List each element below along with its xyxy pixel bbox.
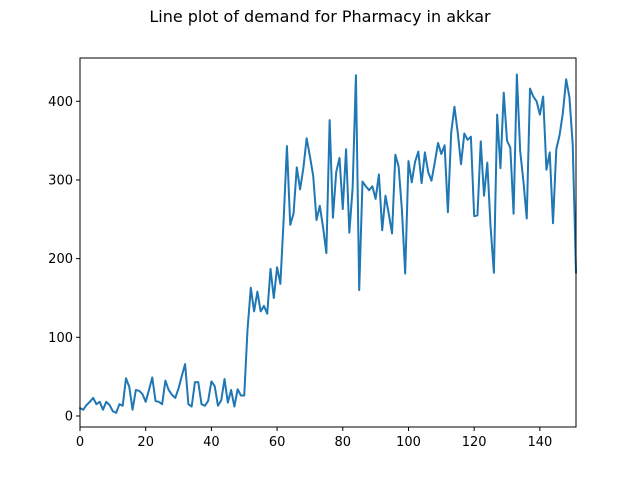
x-tick-label: 20: [137, 435, 154, 450]
chart-title: Line plot of demand for Pharmacy in akka…: [149, 7, 491, 26]
y-tick-label: 0: [65, 409, 73, 424]
y-tick-label: 300: [48, 173, 73, 188]
y-tick-label: 100: [48, 331, 73, 346]
x-tick-label: 60: [269, 435, 286, 450]
plot-area: [79, 57, 577, 428]
x-tick-label: 0: [76, 435, 84, 450]
x-tick-label: 40: [203, 435, 220, 450]
axes-frame: [79, 57, 577, 428]
x-tick-label: 80: [335, 435, 352, 450]
y-tick-label: 400: [48, 95, 73, 110]
x-axis-ticks: 0 20 40 60 80 100 120 140: [76, 427, 552, 450]
series-line-demand: [79, 73, 577, 414]
y-tick-label: 200: [48, 252, 73, 267]
x-tick-label: 100: [396, 435, 421, 450]
x-tick-label: 120: [462, 435, 487, 450]
x-tick-label: 140: [527, 435, 552, 450]
y-axis-ticks: 0 100 200 300 400: [48, 95, 80, 424]
